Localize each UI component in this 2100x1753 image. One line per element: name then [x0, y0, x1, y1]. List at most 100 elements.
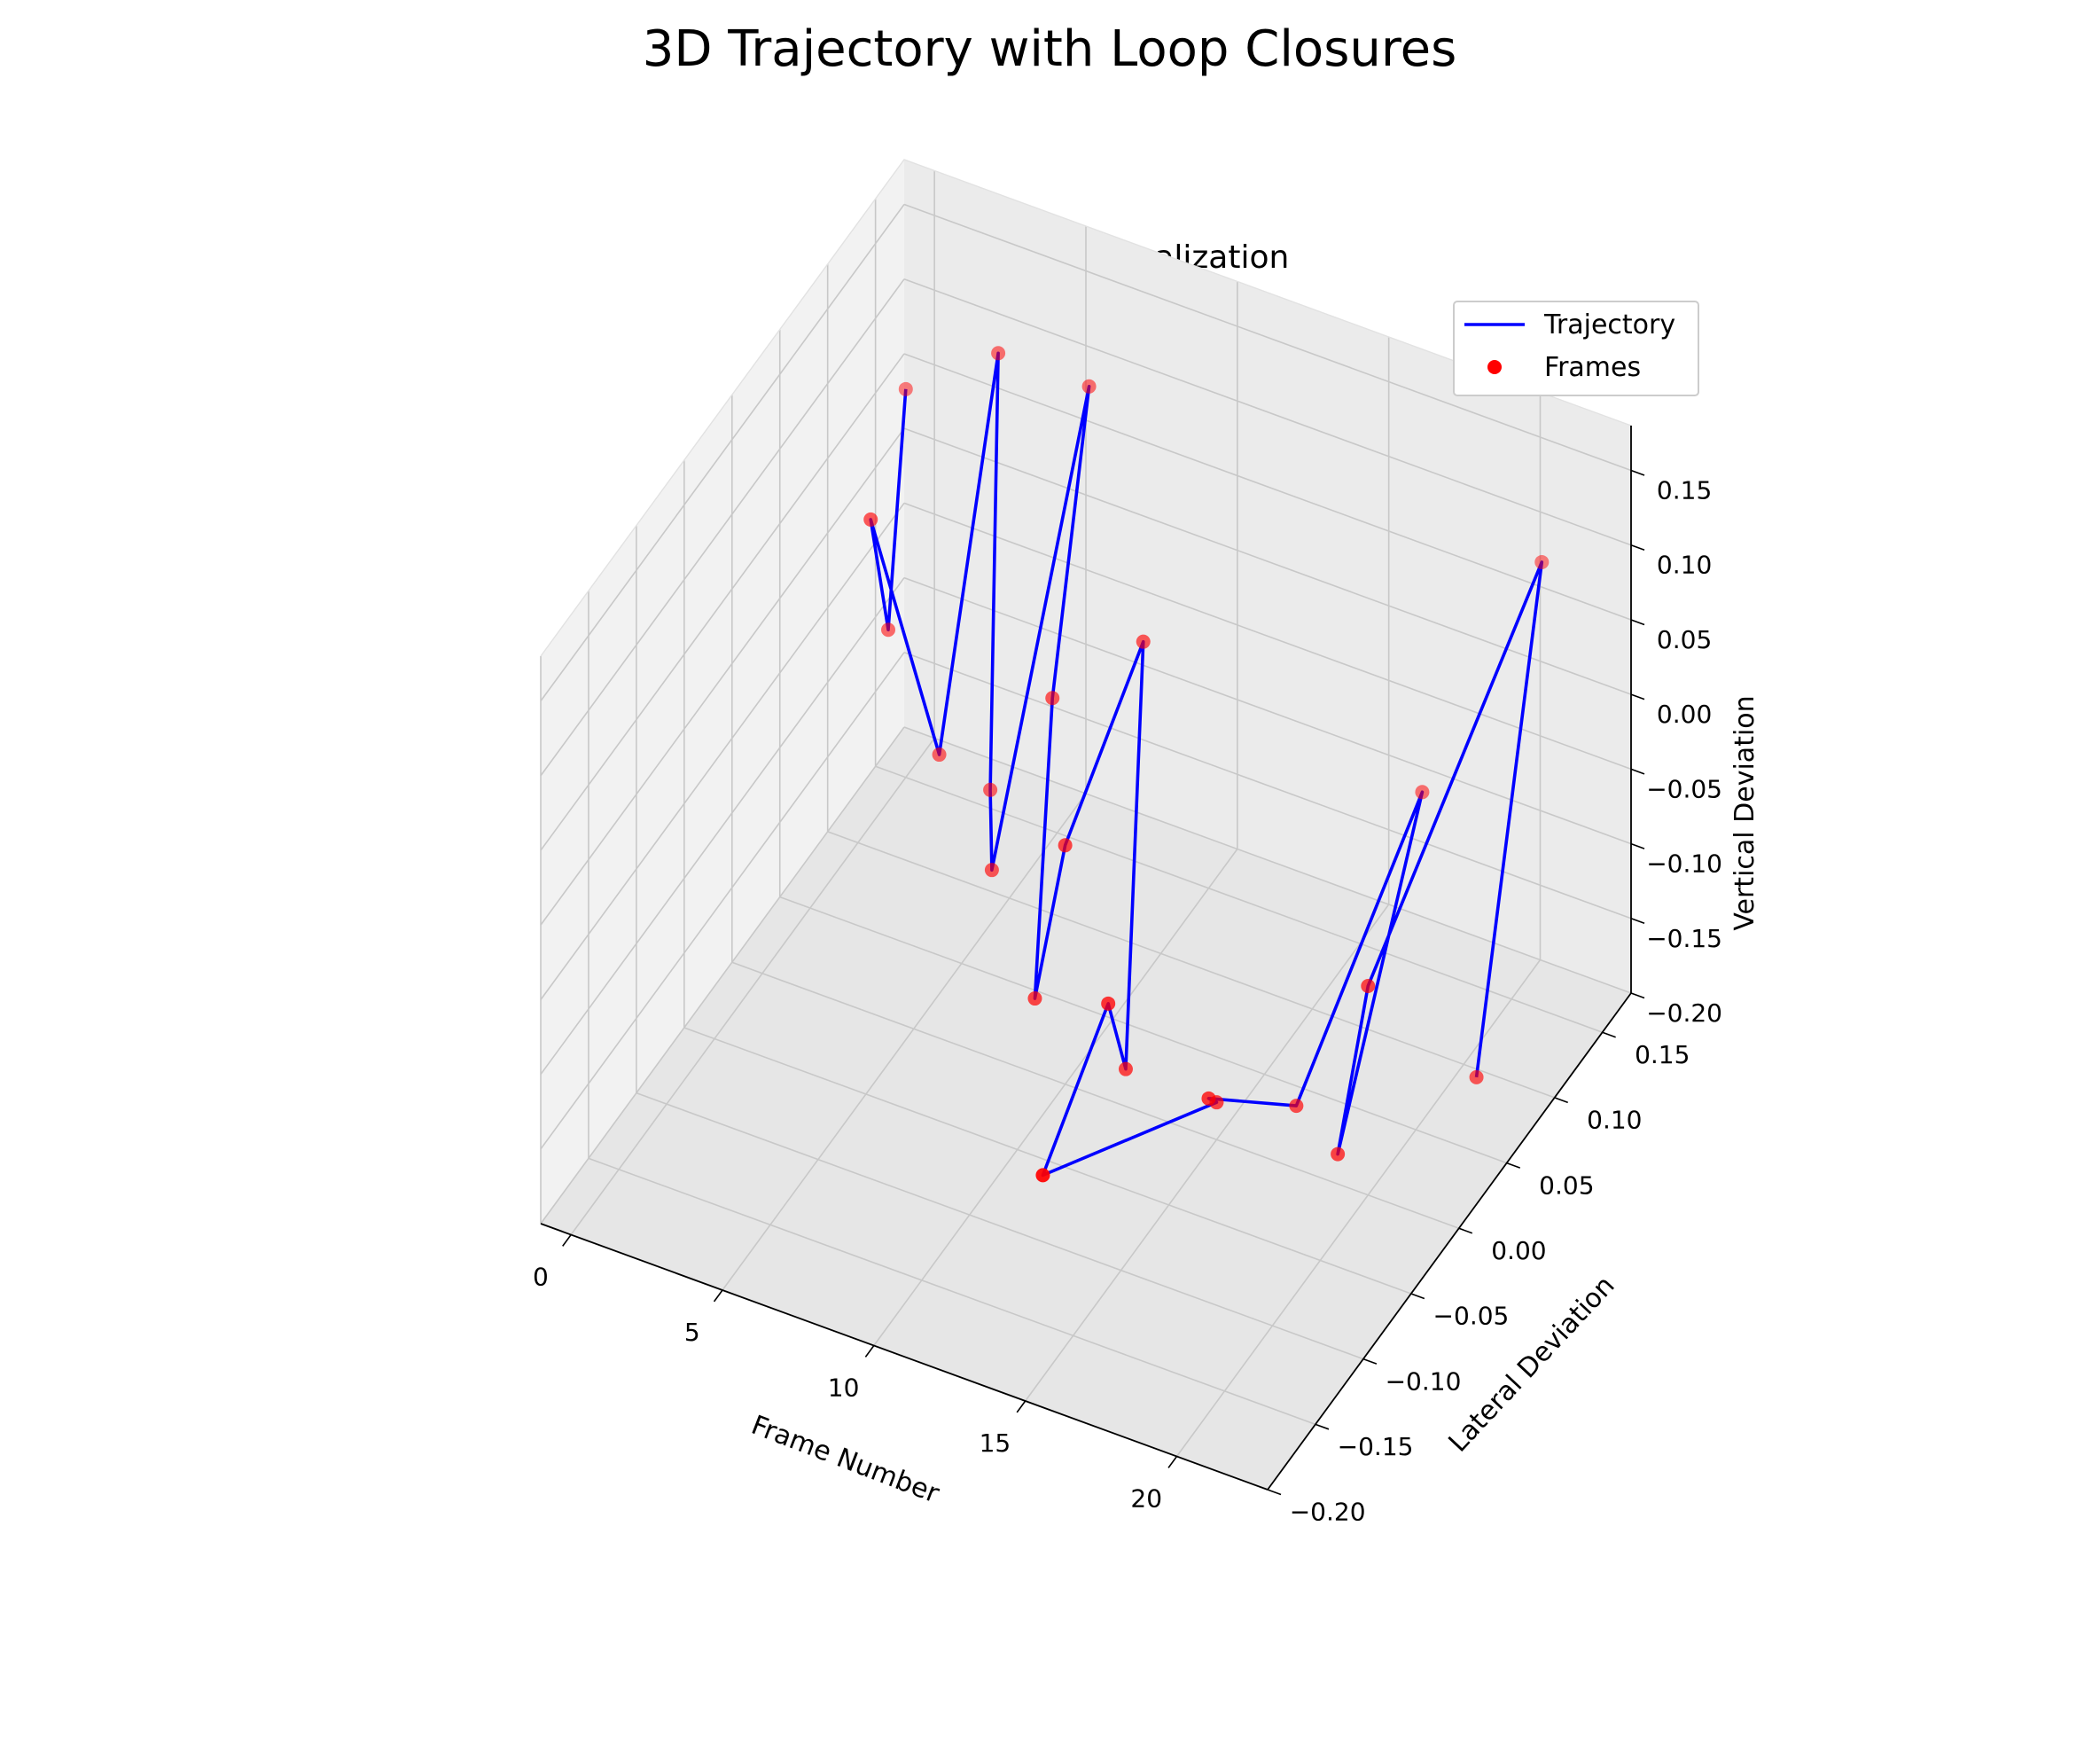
pane-left: [541, 160, 904, 1224]
grid-line-z-left: [540, 278, 905, 777]
grid-line-z-left: [540, 652, 905, 1150]
y-tick-label-mark: [1362, 1358, 1378, 1365]
frame-point: [863, 512, 878, 527]
frame-point: [1331, 1146, 1346, 1162]
grid-line-z-back: [903, 278, 1632, 546]
x-tick-label: 0: [533, 1262, 549, 1291]
grid-line-z-back: [903, 203, 1632, 472]
z-tick-label: −0.05: [1646, 774, 1722, 803]
frame-point: [983, 782, 998, 797]
frame-point: [1035, 1168, 1050, 1183]
grid-line-z-left: [540, 353, 905, 851]
y-tick-label: 0.00: [1491, 1236, 1546, 1265]
grid-line-z-left: [540, 427, 905, 926]
grid-line-y-floor: [636, 1092, 1364, 1360]
y-axis-label: Lateral Deviation: [1442, 1270, 1620, 1458]
y-tick-label-mark: [1410, 1293, 1425, 1300]
frame-point: [1534, 554, 1550, 569]
frame-point: [1027, 991, 1042, 1006]
grid-line-z-left: [540, 577, 905, 1076]
z-tick-label: −0.20: [1646, 998, 1722, 1028]
z-tick-label: 0.15: [1657, 476, 1712, 505]
z-tick-label: 0.10: [1657, 551, 1712, 580]
legend-label-trajectory: Trajectory: [1543, 309, 1675, 340]
y-tick-label: 0.10: [1587, 1106, 1642, 1135]
y-tick-label: −0.10: [1386, 1366, 1462, 1396]
grid-lines: [540, 170, 1632, 1491]
grid-line-z-left: [540, 204, 905, 701]
z-tick-label-mark: [1630, 693, 1645, 700]
frame-point: [1101, 996, 1116, 1011]
x-tick-label-mark: [562, 1234, 572, 1247]
figure-title: 3D Trajectory with Loop Closures: [643, 20, 1457, 78]
x-tick-label-mark: [1016, 1400, 1027, 1413]
frame-point: [1469, 1069, 1484, 1084]
z-tick-label: −0.10: [1646, 849, 1722, 879]
y-tick-label-mark: [1315, 1423, 1330, 1430]
x-tick-label: 15: [980, 1428, 1011, 1458]
legend-marker-swatch: [1487, 360, 1502, 374]
y-axis-line: [1267, 992, 1632, 1491]
plot-area: [863, 346, 1550, 1183]
grid-line-x-floor: [570, 738, 935, 1235]
x-axis-label: Frame Number: [747, 1410, 944, 1510]
y-tick-label: −0.05: [1433, 1302, 1510, 1331]
z-tick-label: 0.00: [1657, 700, 1712, 729]
grid-line-x-floor: [1025, 904, 1390, 1402]
z-tick-label-mark: [1630, 842, 1645, 849]
z-tick-label-mark: [1630, 768, 1645, 775]
grid-line-y-floor: [827, 831, 1555, 1099]
legend: Trajectory Frames: [1453, 301, 1699, 396]
pane-floor: [541, 727, 1631, 1490]
frame-point: [1118, 1061, 1133, 1076]
frame-point: [1415, 785, 1430, 800]
x-tick-label-mark: [864, 1345, 875, 1358]
frame-point: [1289, 1099, 1304, 1114]
grid-line-y-floor: [731, 961, 1460, 1230]
grid-line-x-floor: [722, 793, 1087, 1291]
grid-line-z-back: [903, 576, 1632, 845]
z-tick-label-mark: [1630, 469, 1645, 476]
frame-point: [1081, 379, 1097, 394]
z-tick-label-mark: [1630, 992, 1645, 999]
y-tick-label-mark: [1458, 1227, 1473, 1234]
frame-point: [984, 863, 999, 878]
x-tick-label-mark: [713, 1289, 723, 1303]
frame-point: [1361, 978, 1376, 993]
z-tick-label-mark: [1630, 918, 1645, 925]
x-axis-line: [540, 1223, 1269, 1491]
x-tick-label: 5: [684, 1318, 700, 1347]
grid-line-z-left: [540, 726, 905, 1225]
frame-point: [1045, 691, 1060, 706]
tick-marks: 0 5 10 15 20 −0.20 −0.15 −0.10 −0.05 0.00 0.05 0.10…: [533, 469, 1722, 1527]
y-tick-label-mark: [1602, 1031, 1616, 1038]
z-tick-label: −0.15: [1646, 924, 1722, 953]
y-tick-label-mark: [1506, 1162, 1521, 1169]
y-tick-label: −0.20: [1290, 1498, 1366, 1527]
grid-line-y-floor: [588, 1157, 1316, 1426]
grid-line-z-back: [903, 502, 1632, 771]
frame-point: [1201, 1091, 1216, 1106]
z-tick-label-mark: [1630, 544, 1645, 551]
y-tick-label: −0.15: [1338, 1432, 1414, 1461]
grid-line-x-floor: [873, 849, 1238, 1346]
z-axis-label: Vertical Deviation: [1729, 695, 1760, 930]
grid-line-z-back: [903, 353, 1632, 621]
z-tick-label: 0.05: [1657, 625, 1712, 654]
frame-point: [1136, 634, 1151, 649]
grid-line-z-back: [903, 726, 1632, 994]
frame-point: [881, 622, 896, 638]
grid-line-y-floor: [875, 765, 1603, 1033]
frame-point: [1058, 838, 1073, 853]
frame-point: [932, 747, 947, 763]
axis-lines: [540, 159, 1632, 1491]
x-tick-label: 20: [1130, 1483, 1162, 1513]
y-tick-label: 0.05: [1539, 1170, 1594, 1200]
grid-line-z-back: [903, 427, 1632, 695]
z-tick-label-mark: [1630, 619, 1645, 626]
y-tick-label: 0.15: [1635, 1040, 1690, 1069]
y-tick-label-mark: [1554, 1097, 1568, 1104]
grid-line-y-floor: [779, 896, 1508, 1164]
x-tick-label-mark: [1167, 1456, 1178, 1468]
